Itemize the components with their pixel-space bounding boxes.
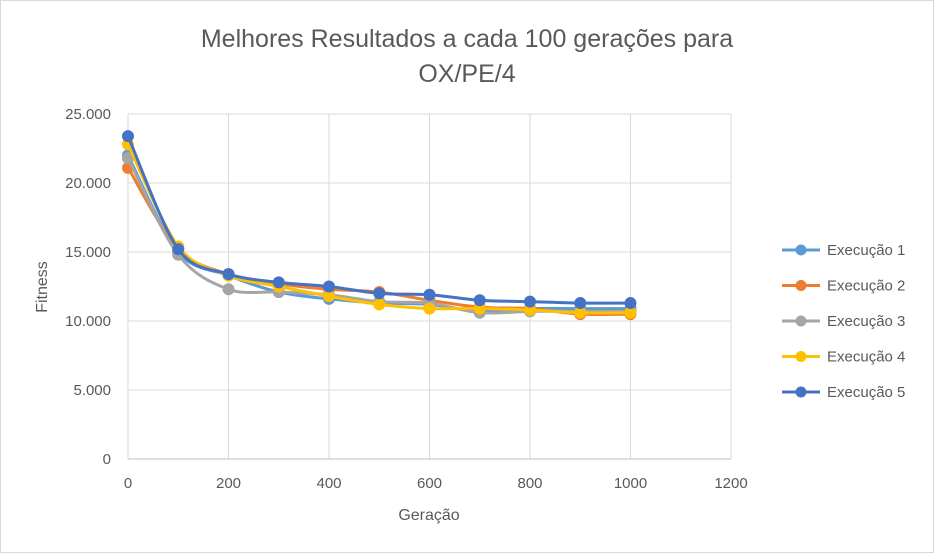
- data-point: [172, 243, 185, 256]
- series-lines: [122, 130, 637, 321]
- data-point: [574, 297, 587, 310]
- legend-label: Execução 3: [827, 313, 905, 330]
- data-point: [222, 283, 235, 296]
- y-tick-label: 10.000: [65, 313, 111, 330]
- legend-item-execucao-1: Execução 1: [782, 242, 905, 259]
- axes: 0 5.000 10.000 15.000 20.000 25.000 0 200 400 600…: [65, 106, 748, 492]
- data-point: [373, 287, 386, 300]
- data-point: [222, 268, 235, 281]
- chart-title-line-1: Melhores Resultados a cada 100 gerações …: [201, 25, 733, 53]
- x-axis-label: Geração: [398, 507, 459, 524]
- data-point: [272, 276, 285, 289]
- x-tick-label: 1000: [614, 475, 647, 492]
- y-axis-label: Fitness: [34, 261, 51, 313]
- x-tick-label: 800: [517, 475, 542, 492]
- chart-title-line-2: OX/PE/4: [418, 60, 515, 88]
- series-execucao-5: [122, 130, 637, 310]
- legend-marker: [795, 386, 807, 398]
- legend-item-execucao-3: Execução 3: [782, 313, 905, 330]
- data-point: [323, 280, 335, 293]
- y-tick-label: 20.000: [65, 175, 111, 192]
- x-tick-label: 600: [417, 475, 442, 492]
- x-tick-label: 400: [316, 475, 341, 492]
- legend: Execução 1 Execução 2 Execução 3 Execução 4…: [782, 242, 905, 401]
- data-point: [524, 295, 536, 308]
- legend-marker: [795, 280, 807, 291]
- legend-item-execucao-4: Execução 4: [782, 349, 905, 366]
- legend-marker: [795, 351, 807, 362]
- legend-label: Execução 2: [827, 278, 905, 295]
- y-tick-label: 5.000: [73, 382, 111, 399]
- legend-item-execucao-5: Execução 5: [782, 384, 905, 401]
- y-tick-label: 25.000: [65, 106, 111, 123]
- data-point: [423, 302, 436, 315]
- data-point: [624, 297, 637, 310]
- legend-label: Execução 4: [827, 349, 905, 366]
- legend-item-execucao-2: Execução 2: [782, 278, 905, 295]
- x-tick-label: 1200: [714, 475, 747, 492]
- legend-label: Execução 1: [827, 242, 905, 259]
- y-tick-label: 15.000: [65, 244, 111, 261]
- legend-marker: [795, 315, 807, 327]
- x-tick-label: 0: [124, 475, 132, 492]
- y-tick-label: 0: [103, 451, 111, 468]
- legend-marker: [795, 244, 807, 256]
- x-tick-label: 200: [216, 475, 241, 492]
- series-line: [126, 134, 632, 305]
- data-point: [473, 294, 486, 307]
- legend-label: Execução 5: [827, 384, 905, 401]
- data-point: [373, 298, 386, 311]
- data-point: [423, 288, 436, 301]
- data-point: [122, 130, 134, 143]
- gridlines: [128, 113, 732, 459]
